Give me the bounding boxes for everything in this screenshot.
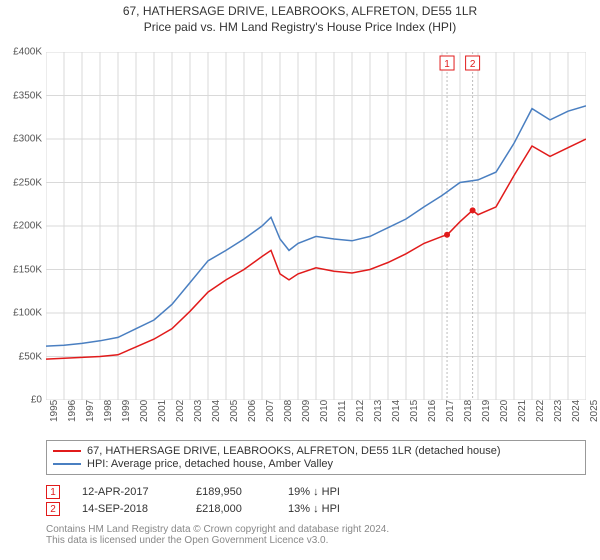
x-tick-label: 2014 [391, 400, 402, 422]
y-axis: £0£50K£100K£150K£200K£250K£300K£350K£400… [0, 52, 44, 400]
x-tick-label: 2005 [229, 400, 240, 422]
title-main: 67, HATHERSAGE DRIVE, LEABROOKS, ALFRETO… [0, 4, 600, 18]
x-tick-label: 2020 [499, 400, 510, 422]
x-tick-label: 2001 [157, 400, 168, 422]
sale-date: 14-SEP-2018 [82, 503, 174, 515]
x-tick-label: 2004 [211, 400, 222, 422]
svg-text:2: 2 [470, 59, 476, 70]
x-tick-label: 1998 [103, 400, 114, 422]
x-tick-label: 2003 [193, 400, 204, 422]
x-tick-label: 2011 [337, 400, 348, 422]
y-tick-label: £300K [13, 134, 42, 145]
x-tick-label: 2024 [571, 400, 582, 422]
chart-area: 12 [46, 52, 586, 400]
x-tick-label: 2022 [535, 400, 546, 422]
x-tick-label: 1999 [121, 400, 132, 422]
chart-titles: 67, HATHERSAGE DRIVE, LEABROOKS, ALFRETO… [0, 0, 600, 34]
x-tick-label: 2006 [247, 400, 258, 422]
x-tick-label: 2021 [517, 400, 528, 422]
legend-box: 67, HATHERSAGE DRIVE, LEABROOKS, ALFRETO… [46, 440, 586, 475]
x-tick-label: 2008 [283, 400, 294, 422]
legend-label: 67, HATHERSAGE DRIVE, LEABROOKS, ALFRETO… [87, 445, 500, 457]
legend-item: HPI: Average price, detached house, Ambe… [53, 458, 579, 470]
legend-swatch [53, 450, 81, 452]
x-tick-label: 2009 [301, 400, 312, 422]
x-axis: 1995 1996 1997 1998 1999 2000 2001 2002 2003 2004… [46, 400, 586, 440]
legend-item: 67, HATHERSAGE DRIVE, LEABROOKS, ALFRETO… [53, 445, 579, 457]
sales-table: 1 12-APR-2017 £189,950 19% ↓ HPI 2 14-SE… [46, 482, 586, 519]
y-tick-label: £100K [13, 308, 42, 319]
x-tick-label: 1997 [85, 400, 96, 422]
x-tick-label: 2016 [427, 400, 438, 422]
y-tick-label: £250K [13, 177, 42, 188]
x-tick-label: 1995 [49, 400, 60, 422]
x-tick-label: 2015 [409, 400, 420, 422]
y-tick-label: £0 [31, 395, 42, 406]
x-tick-label: 2007 [265, 400, 276, 422]
x-tick-label: 2002 [175, 400, 186, 422]
legend-swatch [53, 463, 81, 465]
sale-date: 12-APR-2017 [82, 486, 174, 498]
x-tick-label: 2017 [445, 400, 456, 422]
sale-marker: 2 [46, 502, 60, 516]
x-tick-label: 2023 [553, 400, 564, 422]
sale-price: £189,950 [196, 486, 266, 498]
y-tick-label: £50K [19, 351, 42, 362]
x-tick-label: 2018 [463, 400, 474, 422]
x-tick-label: 2000 [139, 400, 150, 422]
sale-price: £218,000 [196, 503, 266, 515]
sale-marker: 1 [46, 485, 60, 499]
x-tick-label: 2019 [481, 400, 492, 422]
svg-text:1: 1 [444, 59, 450, 70]
x-tick-label: 2013 [373, 400, 384, 422]
sale-delta: 19% ↓ HPI [288, 486, 340, 498]
footer-note: Contains HM Land Registry data © Crown c… [46, 524, 586, 546]
y-tick-label: £200K [13, 221, 42, 232]
sale-row: 1 12-APR-2017 £189,950 19% ↓ HPI [46, 485, 586, 499]
x-tick-label: 2012 [355, 400, 366, 422]
title-sub: Price paid vs. HM Land Registry's House … [0, 20, 600, 34]
x-tick-label: 2010 [319, 400, 330, 422]
legend-label: HPI: Average price, detached house, Ambe… [87, 458, 333, 470]
y-tick-label: £400K [13, 47, 42, 58]
footer-line2: This data is licensed under the Open Gov… [46, 535, 328, 546]
sale-delta: 13% ↓ HPI [288, 503, 340, 515]
sale-row: 2 14-SEP-2018 £218,000 13% ↓ HPI [46, 502, 586, 516]
x-tick-label: 1996 [67, 400, 78, 422]
y-tick-label: £150K [13, 264, 42, 275]
chart-svg: 12 [46, 52, 586, 400]
x-tick-label: 2025 [589, 400, 600, 422]
footer-line1: Contains HM Land Registry data © Crown c… [46, 524, 389, 535]
y-tick-label: £350K [13, 90, 42, 101]
